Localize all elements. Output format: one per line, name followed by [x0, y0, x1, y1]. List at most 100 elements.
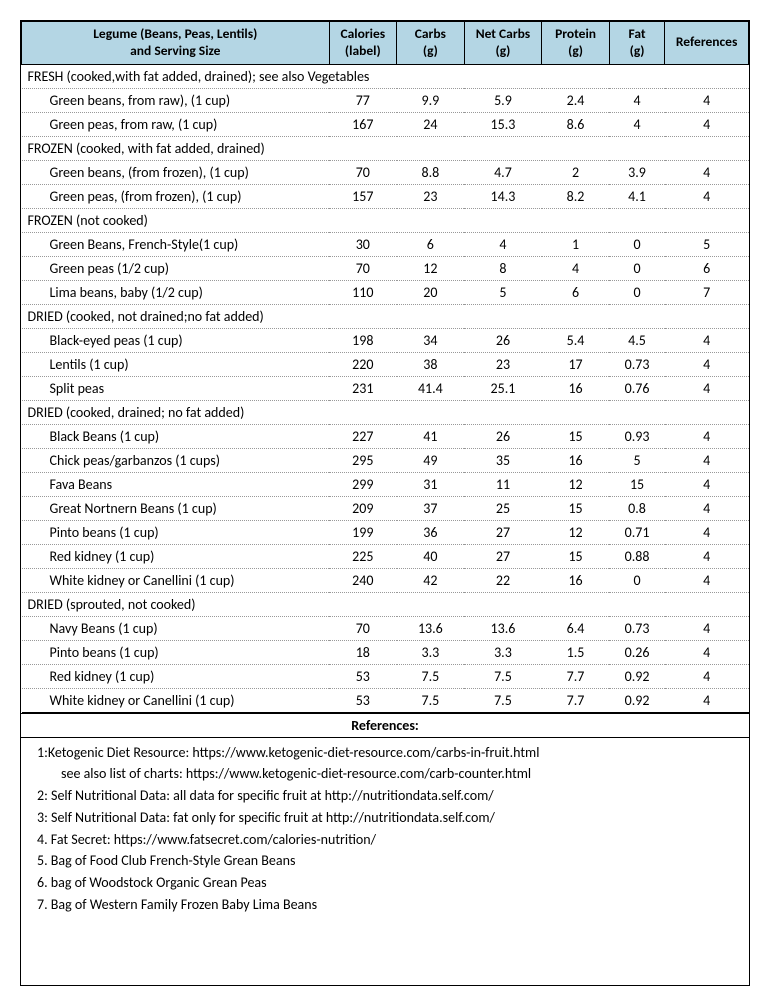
- cell-name: Pinto beans (1 cup): [22, 640, 330, 664]
- cell-name: White kidney or Canellini (1 cup): [22, 688, 330, 712]
- cell-calories: 198: [329, 328, 397, 352]
- cell-calories: 53: [329, 688, 397, 712]
- table-body: FRESH (cooked,with fat added, drained); …: [22, 64, 749, 712]
- cell-carbs: 31: [397, 472, 465, 496]
- cell-ref: 5: [665, 232, 749, 256]
- cell-carbs: 13.6: [397, 616, 465, 640]
- table-row: Great Nortnern Beans (1 cup)2093725150.8…: [22, 496, 749, 520]
- table-row: Green peas, from raw, (1 cup)1672415.38.…: [22, 112, 749, 136]
- cell-netcarbs: 13.6: [464, 616, 542, 640]
- reference-line: see also list of charts: https://www.ket…: [29, 763, 741, 785]
- cell-netcarbs: 3.3: [464, 640, 542, 664]
- cell-netcarbs: 4: [464, 232, 542, 256]
- cell-calories: 18: [329, 640, 397, 664]
- cell-netcarbs: 27: [464, 544, 542, 568]
- cell-protein: 17: [542, 352, 610, 376]
- cell-calories: 70: [329, 160, 397, 184]
- cell-calories: 199: [329, 520, 397, 544]
- reference-line: 1:Ketogenic Diet Resource: https://www.k…: [29, 742, 741, 764]
- cell-name: Chick peas/garbanzos (1 cups): [22, 448, 330, 472]
- cell-ref: 4: [665, 352, 749, 376]
- table-row: Green beans, (from frozen), (1 cup)708.8…: [22, 160, 749, 184]
- cell-protein: 12: [542, 472, 610, 496]
- cell-name: Green beans, (from frozen), (1 cup): [22, 160, 330, 184]
- cell-carbs: 42: [397, 568, 465, 592]
- cell-name: Fava Beans: [22, 472, 330, 496]
- cell-name: Lentils (1 cup): [22, 352, 330, 376]
- header-references: References: [665, 22, 749, 65]
- cell-protein: 16: [542, 376, 610, 400]
- cell-carbs: 7.5: [397, 664, 465, 688]
- cell-protein: 2.4: [542, 88, 610, 112]
- cell-calories: 77: [329, 88, 397, 112]
- cell-carbs: 41.4: [397, 376, 465, 400]
- table-row: Black Beans (1 cup)2274126150.934: [22, 424, 749, 448]
- cell-fat: 3.9: [609, 160, 664, 184]
- cell-fat: 0.93: [609, 424, 664, 448]
- cell-name: Green peas, (from frozen), (1 cup): [22, 184, 330, 208]
- cell-carbs: 7.5: [397, 688, 465, 712]
- cell-name: Split peas: [22, 376, 330, 400]
- cell-ref: 4: [665, 376, 749, 400]
- cell-protein: 5.4: [542, 328, 610, 352]
- cell-protein: 6.4: [542, 616, 610, 640]
- references-heading: References:: [21, 713, 749, 738]
- cell-fat: 15: [609, 472, 664, 496]
- cell-carbs: 34: [397, 328, 465, 352]
- cell-ref: 4: [665, 472, 749, 496]
- cell-protein: 8.6: [542, 112, 610, 136]
- cell-netcarbs: 8: [464, 256, 542, 280]
- cell-netcarbs: 5: [464, 280, 542, 304]
- cell-name: Great Nortnern Beans (1 cup): [22, 496, 330, 520]
- cell-name: Green peas, from raw, (1 cup): [22, 112, 330, 136]
- header-netcarbs: Net Carbs (g): [464, 22, 542, 65]
- cell-calories: 240: [329, 568, 397, 592]
- cell-name: Black-eyed peas (1 cup): [22, 328, 330, 352]
- cell-calories: 227: [329, 424, 397, 448]
- cell-ref: 4: [665, 664, 749, 688]
- cell-netcarbs: 4.7: [464, 160, 542, 184]
- cell-fat: 0.92: [609, 664, 664, 688]
- header-protein: Protein (g): [542, 22, 610, 65]
- cell-netcarbs: 11: [464, 472, 542, 496]
- cell-carbs: 8.8: [397, 160, 465, 184]
- cell-protein: 7.7: [542, 688, 610, 712]
- section-title: DRIED (cooked, drained; no fat added): [22, 400, 749, 424]
- header-name-l2: and Serving Size: [130, 42, 220, 59]
- cell-netcarbs: 26: [464, 424, 542, 448]
- cell-netcarbs: 7.5: [464, 664, 542, 688]
- table-row: Red kidney (1 cup)2254027150.884: [22, 544, 749, 568]
- cell-ref: 4: [665, 424, 749, 448]
- cell-protein: 15: [542, 544, 610, 568]
- cell-protein: 2: [542, 160, 610, 184]
- table-row: Pinto beans (1 cup)183.33.31.50.264: [22, 640, 749, 664]
- cell-protein: 15: [542, 496, 610, 520]
- cell-ref: 6: [665, 256, 749, 280]
- section-title: FRESH (cooked,with fat added, drained); …: [22, 64, 749, 88]
- cell-protein: 1: [542, 232, 610, 256]
- cell-netcarbs: 26: [464, 328, 542, 352]
- cell-name: Pinto beans (1 cup): [22, 520, 330, 544]
- table-row: Green peas (1/2 cup)70128406: [22, 256, 749, 280]
- cell-fat: 0.73: [609, 616, 664, 640]
- cell-ref: 4: [665, 688, 749, 712]
- cell-carbs: 20: [397, 280, 465, 304]
- cell-protein: 1.5: [542, 640, 610, 664]
- cell-name: Green Beans, French-Style(1 cup): [22, 232, 330, 256]
- cell-carbs: 23: [397, 184, 465, 208]
- cell-fat: 4.1: [609, 184, 664, 208]
- nutrition-table: Legume (Beans, Peas, Lentils) and Servin…: [21, 21, 749, 713]
- cell-carbs: 24: [397, 112, 465, 136]
- table-row: Lentils (1 cup)2203823170.734: [22, 352, 749, 376]
- cell-ref: 4: [665, 568, 749, 592]
- table-row: Chick peas/garbanzos (1 cups)29549351654: [22, 448, 749, 472]
- cell-carbs: 38: [397, 352, 465, 376]
- cell-netcarbs: 5.9: [464, 88, 542, 112]
- section-title: DRIED (cooked, not drained;no fat added): [22, 304, 749, 328]
- section-row: DRIED (cooked, drained; no fat added): [22, 400, 749, 424]
- section-row: DRIED (sprouted, not cooked): [22, 592, 749, 616]
- cell-fat: 0: [609, 256, 664, 280]
- cell-netcarbs: 25.1: [464, 376, 542, 400]
- cell-ref: 4: [665, 448, 749, 472]
- cell-calories: 30: [329, 232, 397, 256]
